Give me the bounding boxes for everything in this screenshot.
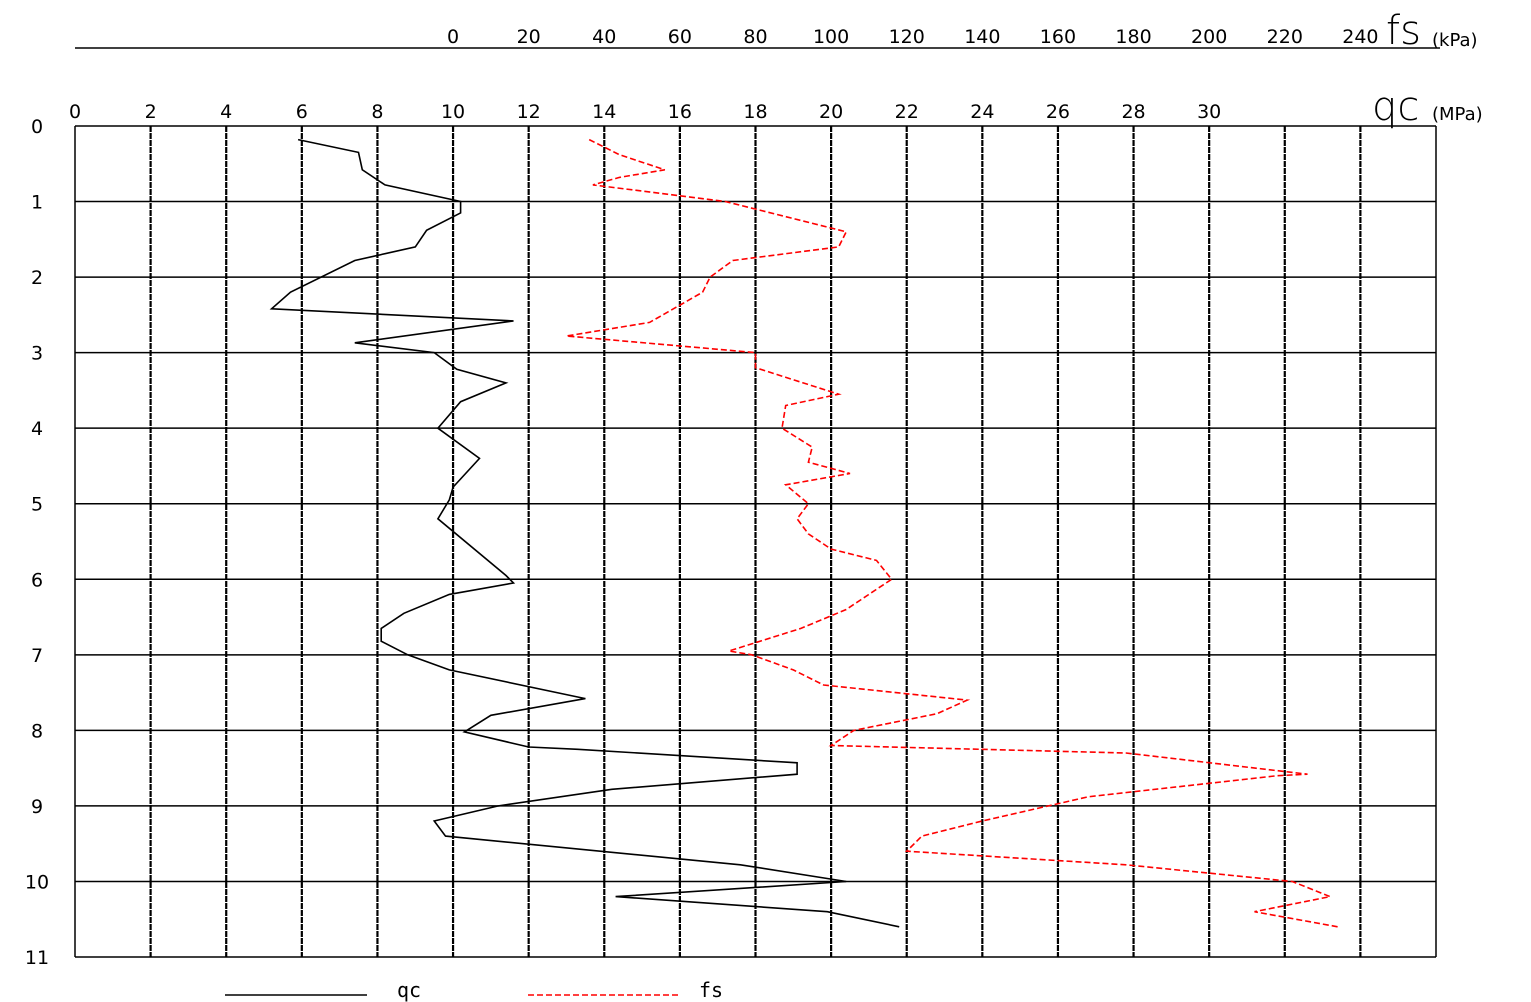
qc-tick-label: 2 — [145, 101, 157, 123]
legend: qc fs — [225, 978, 723, 1002]
depth-tick-label: 0 — [31, 116, 43, 138]
fs-tick-label: 240 — [1342, 26, 1378, 48]
depth-tick-label: 5 — [31, 494, 43, 516]
fs-tick-label: 80 — [743, 26, 767, 48]
fs-axis-unit: (kPa) — [1432, 30, 1478, 51]
fs-axis-symbol: fs — [1386, 8, 1421, 54]
qc-tick-label: 10 — [441, 101, 465, 123]
grid — [74, 125, 1437, 958]
qc-tick-label: 20 — [819, 101, 843, 123]
qc-axis-title: qc (MPa) — [1372, 84, 1483, 130]
qc-tick-label: 24 — [970, 101, 994, 123]
depth-tick-label: 2 — [31, 267, 43, 289]
fs-series-line — [566, 138, 1338, 928]
fs-tick-label: 200 — [1191, 26, 1227, 48]
depth-tick-label: 11 — [25, 947, 49, 969]
series-layer — [269, 138, 1338, 928]
depth-tick-label: 3 — [31, 343, 43, 365]
qc-axis-unit: (MPa) — [1432, 104, 1483, 125]
qc-axis-symbol: qc — [1372, 84, 1419, 130]
fs-axis-title: fs (kPa) — [1386, 8, 1478, 54]
depth-tick-label: 9 — [31, 796, 43, 818]
fs-tick-label: 160 — [1040, 26, 1076, 48]
qc-series-line — [269, 138, 900, 928]
fs-tick-label: 60 — [668, 26, 692, 48]
qc-tick-label: 30 — [1197, 101, 1221, 123]
qc-tick-label: 4 — [220, 101, 232, 123]
qc-tick-label: 12 — [517, 101, 541, 123]
qc-tick-labels: 0 2 4 6 8 10 12 14 16 18 20 22 24 26 28 30 — [69, 101, 1221, 123]
legend-qc-label: qc — [397, 978, 421, 1002]
qc-tick-label: 0 — [69, 101, 81, 123]
legend-fs-label: fs — [699, 978, 723, 1002]
qc-tick-label: 28 — [1121, 101, 1145, 123]
qc-tick-label: 14 — [592, 101, 616, 123]
qc-tick-label: 16 — [668, 101, 692, 123]
fs-tick-label: 100 — [813, 26, 849, 48]
depth-tick-label: 8 — [31, 720, 43, 742]
fs-tick-label: 140 — [964, 26, 1000, 48]
fs-tick-label: 120 — [889, 26, 925, 48]
depth-tick-label: 1 — [31, 192, 43, 214]
depth-tick-label: 6 — [31, 569, 43, 591]
depth-tick-label: 10 — [25, 871, 49, 893]
fs-tick-label: 20 — [517, 26, 541, 48]
depth-tick-label: 7 — [31, 645, 43, 667]
depth-tick-label: 4 — [31, 418, 43, 440]
qc-tick-label: 26 — [1046, 101, 1070, 123]
depth-tick-labels: 0 1 2 3 4 5 6 7 8 9 10 11 — [25, 116, 49, 969]
fs-tick-label: 0 — [447, 26, 459, 48]
qc-tick-label: 8 — [371, 101, 383, 123]
qc-tick-label: 18 — [743, 101, 767, 123]
fs-tick-label: 220 — [1267, 26, 1303, 48]
fs-tick-labels: 0 20 40 60 80 100 120 140 160 180 200 220 240 — [447, 26, 1379, 48]
qc-tick-label: 6 — [296, 101, 308, 123]
qc-tick-label: 22 — [895, 101, 919, 123]
fs-tick-label: 180 — [1115, 26, 1151, 48]
fs-tick-label: 40 — [592, 26, 616, 48]
